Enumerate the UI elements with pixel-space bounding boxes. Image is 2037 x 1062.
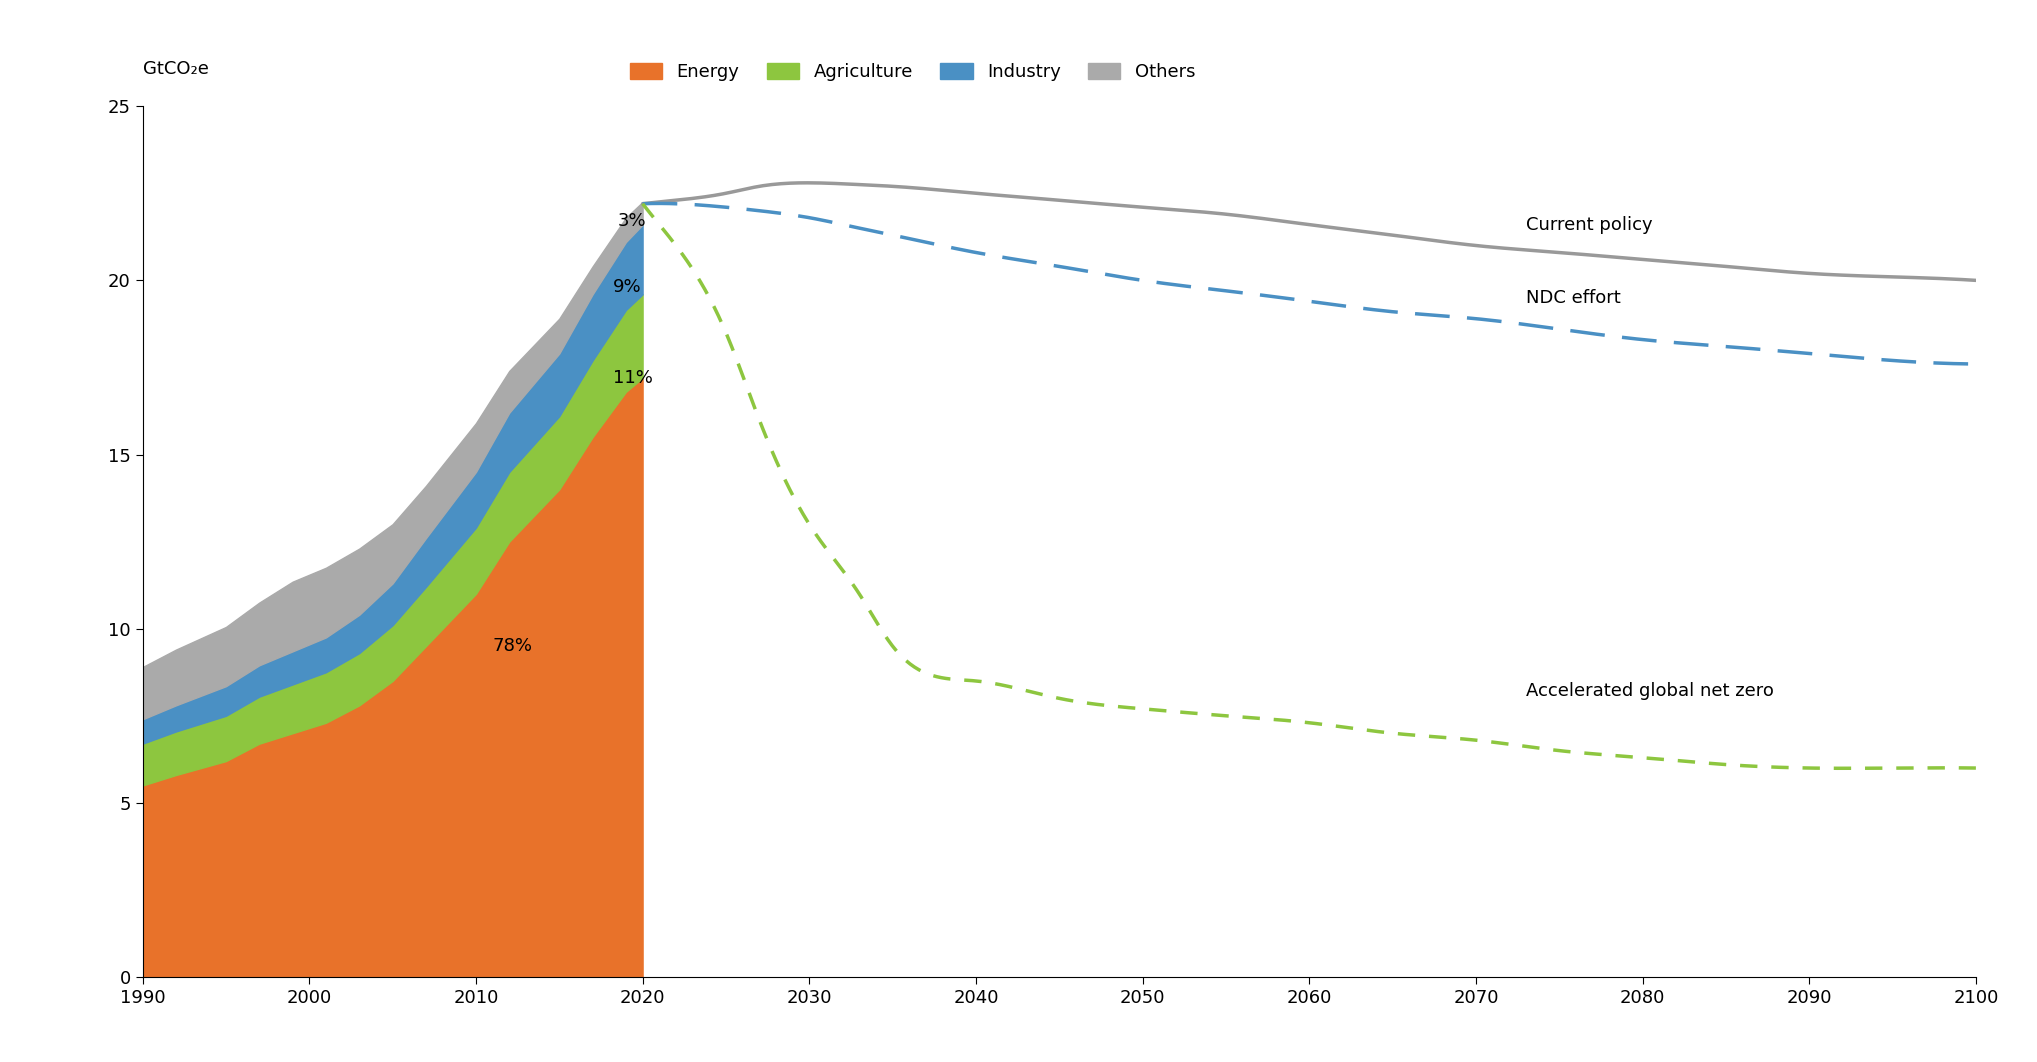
Text: GtCO₂e: GtCO₂e — [143, 61, 208, 79]
Text: 78%: 78% — [493, 637, 532, 655]
Text: Accelerated global net zero: Accelerated global net zero — [1526, 683, 1774, 701]
Text: 9%: 9% — [613, 278, 642, 296]
Text: 11%: 11% — [613, 369, 652, 387]
Text: NDC effort: NDC effort — [1526, 289, 1621, 307]
Text: 3%: 3% — [617, 212, 646, 230]
Text: Current policy: Current policy — [1526, 216, 1652, 234]
Legend: Energy, Agriculture, Industry, Others: Energy, Agriculture, Industry, Others — [629, 63, 1196, 81]
